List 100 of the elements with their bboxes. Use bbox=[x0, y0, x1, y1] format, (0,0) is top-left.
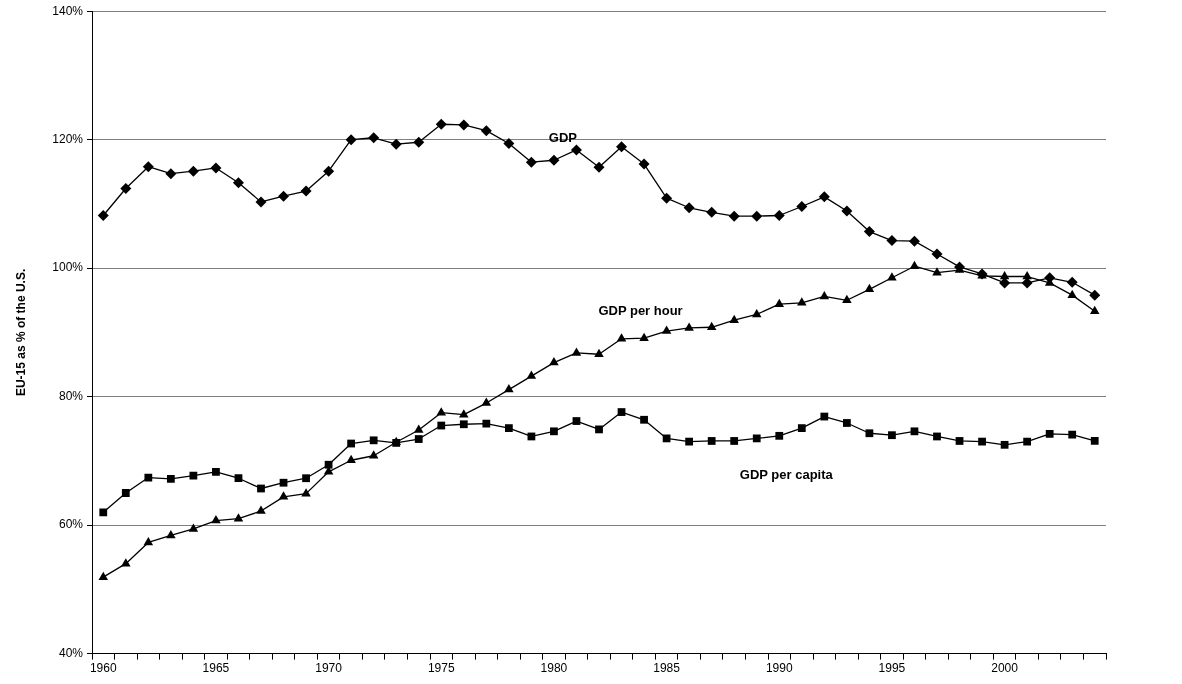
point bbox=[999, 271, 1010, 280]
point bbox=[728, 210, 740, 222]
point bbox=[301, 488, 311, 497]
point bbox=[504, 424, 513, 433]
point bbox=[256, 505, 266, 514]
point bbox=[368, 450, 379, 459]
x-tick-label: 1990 bbox=[765, 661, 793, 676]
point bbox=[1045, 430, 1054, 438]
point bbox=[188, 523, 199, 532]
point bbox=[302, 474, 310, 483]
point bbox=[1089, 289, 1101, 301]
x-tick-label: 1970 bbox=[315, 661, 343, 676]
point bbox=[481, 397, 492, 406]
point bbox=[143, 536, 154, 546]
point bbox=[165, 168, 177, 180]
point bbox=[189, 471, 198, 480]
y-tick-label: 100% bbox=[52, 260, 84, 275]
x-tick-label: 1980 bbox=[540, 661, 568, 676]
point bbox=[233, 513, 244, 522]
point bbox=[345, 134, 357, 146]
point bbox=[707, 437, 716, 445]
point bbox=[683, 202, 695, 214]
x-tick-label: 1960 bbox=[89, 661, 117, 676]
x-tick-label: 1995 bbox=[878, 661, 906, 676]
point bbox=[549, 357, 559, 366]
point bbox=[187, 165, 199, 177]
point bbox=[1089, 305, 1100, 314]
point bbox=[166, 529, 176, 539]
point bbox=[775, 431, 784, 440]
point bbox=[909, 260, 920, 269]
point bbox=[211, 515, 221, 524]
point bbox=[413, 424, 424, 433]
point bbox=[639, 332, 649, 341]
y-tick-label: 80% bbox=[58, 388, 84, 403]
point bbox=[99, 508, 108, 517]
point bbox=[435, 118, 447, 130]
point bbox=[121, 558, 131, 567]
y-tick-label: 40% bbox=[58, 645, 84, 660]
point bbox=[1000, 440, 1009, 449]
point bbox=[842, 419, 851, 427]
point bbox=[572, 417, 581, 425]
point bbox=[593, 161, 605, 173]
point bbox=[1066, 276, 1078, 288]
point bbox=[617, 408, 626, 416]
point bbox=[503, 138, 515, 150]
point bbox=[908, 235, 920, 247]
point bbox=[819, 290, 830, 300]
point bbox=[550, 427, 558, 436]
point bbox=[751, 308, 762, 318]
point bbox=[482, 419, 491, 428]
point bbox=[526, 370, 537, 379]
point bbox=[279, 478, 288, 487]
point bbox=[841, 205, 853, 217]
point bbox=[548, 154, 560, 166]
point bbox=[369, 436, 378, 445]
x-tick-label: 1985 bbox=[653, 661, 681, 676]
point bbox=[661, 192, 673, 204]
point bbox=[368, 132, 380, 144]
point bbox=[570, 144, 582, 156]
point bbox=[278, 190, 290, 202]
point bbox=[955, 437, 964, 445]
point bbox=[661, 325, 672, 334]
y-tick-label: 120% bbox=[52, 131, 84, 146]
point bbox=[571, 347, 582, 356]
point bbox=[616, 141, 628, 153]
point bbox=[932, 267, 942, 276]
point bbox=[121, 489, 130, 497]
point bbox=[931, 248, 943, 260]
point bbox=[730, 437, 739, 445]
point bbox=[774, 298, 785, 307]
point bbox=[888, 431, 896, 440]
point bbox=[773, 209, 785, 221]
point bbox=[842, 294, 852, 304]
point bbox=[751, 210, 763, 222]
point bbox=[797, 424, 806, 433]
x-tick-label: 2000 bbox=[991, 661, 1019, 676]
point bbox=[640, 415, 648, 424]
point bbox=[865, 429, 874, 438]
point bbox=[525, 156, 537, 168]
point bbox=[257, 484, 265, 493]
point bbox=[863, 226, 875, 238]
point bbox=[212, 467, 220, 476]
point bbox=[706, 206, 718, 218]
point bbox=[210, 162, 222, 174]
point bbox=[459, 409, 469, 418]
point bbox=[97, 209, 109, 221]
point bbox=[1090, 437, 1099, 445]
point bbox=[300, 185, 312, 197]
point bbox=[796, 200, 808, 212]
point bbox=[978, 437, 986, 446]
point bbox=[1023, 437, 1032, 446]
point bbox=[684, 322, 694, 331]
point bbox=[752, 434, 761, 443]
point bbox=[504, 384, 514, 393]
point bbox=[797, 297, 807, 306]
point bbox=[458, 119, 470, 131]
point bbox=[638, 158, 650, 170]
point bbox=[1067, 289, 1077, 298]
point bbox=[346, 454, 356, 463]
point bbox=[910, 427, 919, 436]
